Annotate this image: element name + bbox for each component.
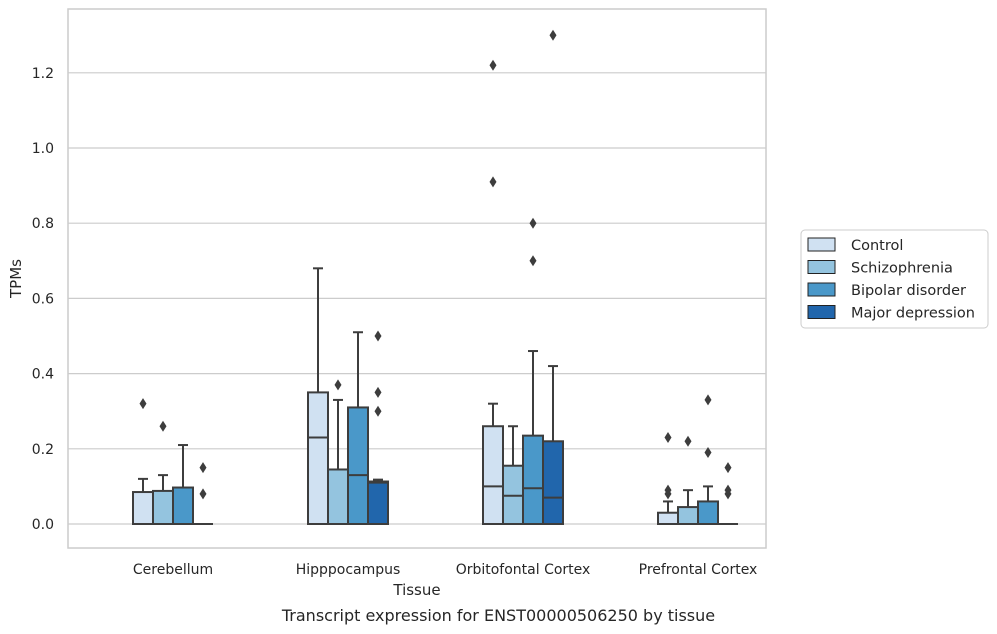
box-body [677, 506, 699, 525]
box-1-0 [307, 267, 329, 525]
outlier-point [704, 447, 712, 459]
outlier-point [704, 394, 712, 406]
y-tick-label: 1.2 [32, 66, 54, 82]
legend-swatch [807, 282, 836, 297]
y-axis-label: TPMs [7, 259, 25, 299]
y-tick-label: 0.6 [32, 291, 54, 307]
figure-caption: Transcript expression for ENST0000050625… [281, 606, 716, 625]
outlier-point [489, 176, 497, 188]
outlier-point [529, 255, 537, 267]
box-2-2 [522, 217, 544, 526]
box-body [697, 500, 719, 526]
legend-swatch [807, 237, 836, 252]
outlier-point [489, 59, 497, 71]
y-tick-label: 0.4 [32, 367, 54, 383]
box-body [132, 491, 154, 526]
outlier-point [724, 484, 732, 496]
box-3-2 [697, 394, 719, 526]
x-axis-label: Tissue [392, 581, 440, 599]
box-body [327, 468, 349, 526]
outlier-point [549, 29, 557, 41]
y-tick-label: 0.0 [32, 517, 54, 533]
x-tick-label: Prefrontal Cortex [639, 562, 758, 578]
outlier-point [199, 488, 207, 500]
outlier-point [374, 405, 382, 417]
y-tick-label: 0.2 [32, 442, 54, 458]
legend-label: Major depression [851, 306, 975, 322]
x-tick-label: Cerebellum [133, 562, 213, 578]
legend-label: Bipolar disorder [851, 283, 966, 299]
box-body [347, 406, 369, 525]
outlier-point [159, 420, 167, 432]
legend-label: Control [851, 238, 903, 254]
box-0-1 [152, 420, 174, 525]
y-tick-label: 0.8 [32, 216, 54, 232]
outlier-point [529, 217, 537, 229]
box-body [522, 434, 544, 526]
legend-box [800, 229, 989, 329]
box-2-3 [542, 29, 564, 525]
outlier-point [334, 379, 342, 391]
outlier-point [664, 432, 672, 444]
box-0-2 [172, 444, 194, 526]
outlier-point [664, 484, 672, 496]
box-body [307, 391, 329, 525]
outlier-point [374, 330, 382, 342]
box-body [482, 425, 504, 525]
y-tick-label: 1.0 [32, 141, 54, 157]
box-body [152, 489, 174, 525]
box-body [172, 486, 194, 526]
outlier-point [724, 462, 732, 474]
legend-swatch [807, 260, 836, 274]
outlier-point [374, 386, 382, 398]
legend-label: Schizophrenia [851, 261, 953, 277]
plot-area [68, 9, 766, 548]
box-3-3 [718, 462, 738, 525]
x-tick-label: Orbitofontal Cortex [456, 562, 591, 578]
legend-swatch [807, 305, 836, 319]
plot-frame [67, 8, 767, 549]
outlier-point [139, 398, 147, 410]
box-3-1 [677, 435, 699, 525]
box-2-0 [482, 59, 504, 525]
box-1-3 [367, 330, 389, 525]
box-2-1 [502, 425, 524, 525]
box-1-1 [327, 379, 349, 526]
x-tick-label: Hipppocampus [296, 562, 401, 578]
outlier-point [199, 462, 207, 474]
box-body [657, 511, 679, 525]
box-0-3 [193, 462, 213, 525]
box-3-0 [657, 432, 679, 525]
outlier-point [684, 435, 692, 447]
box-body [542, 440, 564, 525]
box-1-2 [347, 331, 369, 525]
box-body [367, 480, 389, 525]
